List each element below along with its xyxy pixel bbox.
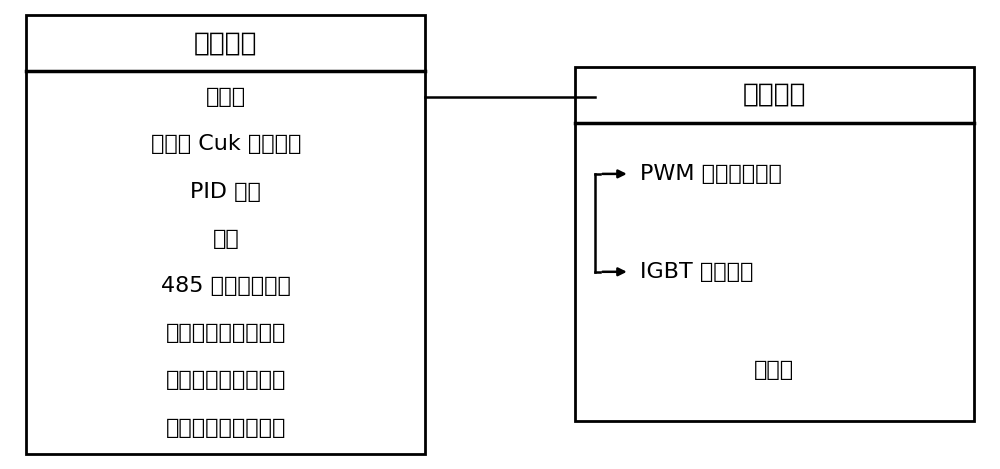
Text: 电流瞬时值采集电路: 电流瞬时值采集电路 xyxy=(166,418,286,438)
Text: 按键: 按键 xyxy=(212,229,239,249)
Text: IGBT 驱动电路: IGBT 驱动电路 xyxy=(640,262,753,282)
Text: PID 控制: PID 控制 xyxy=(190,182,261,202)
Text: 执行部分: 执行部分 xyxy=(742,82,806,107)
Text: 电压过零点检测电路: 电压过零点检测电路 xyxy=(166,323,286,343)
Text: PWM 信号发生电路: PWM 信号发生电路 xyxy=(640,164,781,184)
Text: 电流过零点检测电路: 电流过零点检测电路 xyxy=(166,371,286,391)
Bar xyxy=(26,15,425,454)
Text: 单片机: 单片机 xyxy=(206,87,246,107)
Bar xyxy=(575,67,974,421)
Text: 485 通讯硬件电路: 485 通讯硬件电路 xyxy=(161,276,291,296)
Text: 显示器: 显示器 xyxy=(754,360,794,380)
Text: 控制部分: 控制部分 xyxy=(194,30,258,56)
Text: 三电平 Cuk 调压电路: 三电平 Cuk 调压电路 xyxy=(151,135,301,154)
